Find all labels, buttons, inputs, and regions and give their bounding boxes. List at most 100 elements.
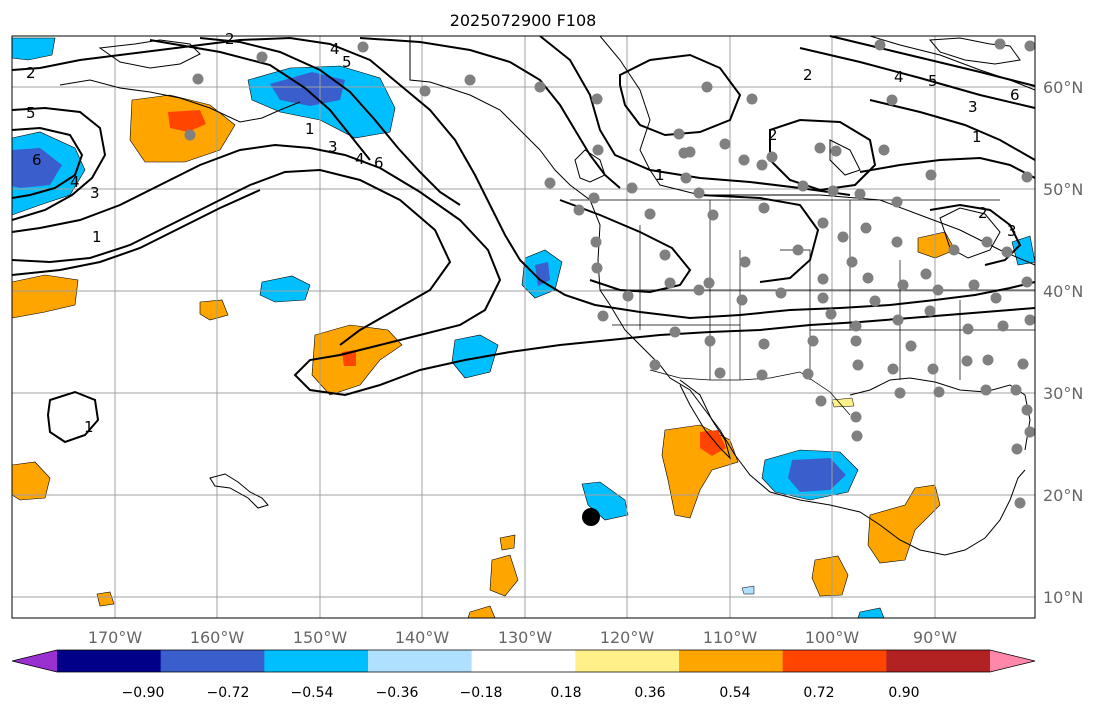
colorbar-tick-label: 0.18 bbox=[550, 685, 581, 701]
colorbar-tick-label: 0.72 bbox=[803, 685, 834, 701]
contour-labels: 2 5 6 4 3 1 2 5 4 3 4 6 1 2 1 2 4 5 3 6 … bbox=[26, 30, 1020, 436]
station-dot bbox=[534, 81, 546, 93]
colorbar-tick-label: −0.72 bbox=[207, 685, 250, 701]
contour-label: 3 bbox=[1007, 222, 1017, 240]
station-dot bbox=[192, 73, 204, 85]
map-border bbox=[11, 35, 1036, 619]
colorbar-tick-label: −0.90 bbox=[122, 685, 165, 701]
contour-label: 1 bbox=[655, 166, 665, 184]
colorbar-tick-label: −0.18 bbox=[460, 685, 503, 701]
station-dot bbox=[878, 144, 890, 156]
station-dot bbox=[980, 384, 992, 396]
station-dot bbox=[1024, 314, 1036, 326]
contour-label: 1 bbox=[972, 128, 982, 146]
station-dot bbox=[588, 192, 600, 204]
contour-label: 5 bbox=[342, 53, 352, 71]
station-dot bbox=[693, 187, 705, 199]
station-dot bbox=[419, 85, 431, 97]
station-dot bbox=[357, 41, 369, 53]
colorbar-segment bbox=[264, 650, 369, 672]
latitude-labels: 60°N 50°N 40°N 30°N 20°N 10°N bbox=[1043, 78, 1083, 607]
station-dot bbox=[739, 256, 751, 268]
lon-label: 120°W bbox=[600, 628, 655, 647]
station-dot bbox=[1021, 276, 1033, 288]
station-dot bbox=[891, 196, 903, 208]
station-dot bbox=[802, 368, 814, 380]
station-dot bbox=[852, 359, 864, 371]
lon-label: 90°W bbox=[913, 628, 957, 647]
station-dot bbox=[850, 335, 862, 347]
station-dot bbox=[756, 369, 768, 381]
anomaly-positive bbox=[489, 554, 519, 597]
contour-label: 1 bbox=[84, 418, 94, 436]
colorbar-outline bbox=[11, 649, 1036, 673]
station-dot bbox=[746, 93, 758, 105]
longitude-labels: 170°W 160°W 150°W 140°W 130°W 120°W 110°… bbox=[88, 628, 957, 647]
station-dot bbox=[948, 244, 960, 256]
anomaly-positive bbox=[499, 534, 516, 551]
station-dot bbox=[817, 273, 829, 285]
contour-label: 2 bbox=[225, 30, 235, 48]
station-dot bbox=[597, 310, 609, 322]
station-dot bbox=[961, 355, 973, 367]
station-dot bbox=[591, 262, 603, 274]
station-dot bbox=[758, 338, 770, 350]
station-dot bbox=[830, 145, 842, 157]
station-dot bbox=[797, 180, 809, 192]
colorbar-segment bbox=[471, 650, 576, 672]
station-dot bbox=[815, 395, 827, 407]
station-dot bbox=[573, 204, 585, 216]
station-dots bbox=[184, 38, 1036, 509]
colorbar-segment bbox=[782, 650, 887, 672]
lon-label: 150°W bbox=[293, 628, 348, 647]
anomaly-positive bbox=[867, 484, 941, 564]
contour-label: 1 bbox=[305, 120, 315, 138]
colorbar-tick-label: 0.90 bbox=[888, 685, 919, 701]
station-dot bbox=[592, 144, 604, 156]
station-dot bbox=[1021, 171, 1033, 183]
station-dot bbox=[758, 202, 770, 214]
lat-label: 60°N bbox=[1043, 78, 1083, 97]
station-dot bbox=[626, 182, 638, 194]
colorbar-segments bbox=[11, 649, 1036, 673]
station-dot bbox=[981, 236, 993, 248]
colorbar: −0.90 −0.72 −0.54 −0.36 −0.18 0.18 0.36 … bbox=[11, 649, 1036, 701]
colorbar-segment bbox=[679, 650, 784, 672]
colorbar-segment bbox=[57, 650, 162, 672]
station-dot bbox=[644, 208, 656, 220]
anomaly-strong-negative bbox=[12, 148, 62, 188]
station-dot bbox=[714, 367, 726, 379]
station-dot bbox=[968, 279, 980, 291]
colorbar-segment bbox=[160, 650, 265, 672]
colorbar-segment bbox=[886, 650, 991, 672]
lat-label: 20°N bbox=[1043, 486, 1083, 505]
colorbar-tick-label: 0.36 bbox=[634, 685, 665, 701]
anomaly-negative bbox=[259, 275, 311, 303]
station-dot bbox=[894, 387, 906, 399]
station-dot bbox=[962, 323, 974, 335]
station-dot bbox=[905, 340, 917, 352]
station-dot bbox=[892, 314, 904, 326]
station-dot bbox=[707, 209, 719, 221]
station-dot bbox=[1011, 443, 1023, 455]
station-dot bbox=[673, 128, 685, 140]
station-dot bbox=[775, 287, 787, 299]
colorbar-tick-labels: −0.90 −0.72 −0.54 −0.36 −0.18 0.18 0.36 … bbox=[122, 685, 920, 701]
station-dot bbox=[1024, 40, 1036, 52]
station-dot bbox=[719, 138, 731, 150]
station-dot bbox=[659, 249, 671, 261]
lon-label: 130°W bbox=[498, 628, 553, 647]
station-dot bbox=[756, 159, 768, 171]
contour-label: 1 bbox=[92, 228, 102, 246]
lat-label: 50°N bbox=[1043, 180, 1083, 199]
station-dot bbox=[851, 430, 863, 442]
contour-label: 2 bbox=[978, 204, 988, 222]
station-dot bbox=[704, 335, 716, 347]
station-dot bbox=[990, 292, 1002, 304]
graticule bbox=[12, 36, 1035, 618]
station-dot bbox=[680, 172, 692, 184]
anomaly-negative bbox=[581, 481, 629, 521]
lon-label: 170°W bbox=[88, 628, 143, 647]
anomaly-positive bbox=[311, 324, 403, 396]
colorbar-tick-label: 0.54 bbox=[719, 685, 750, 701]
